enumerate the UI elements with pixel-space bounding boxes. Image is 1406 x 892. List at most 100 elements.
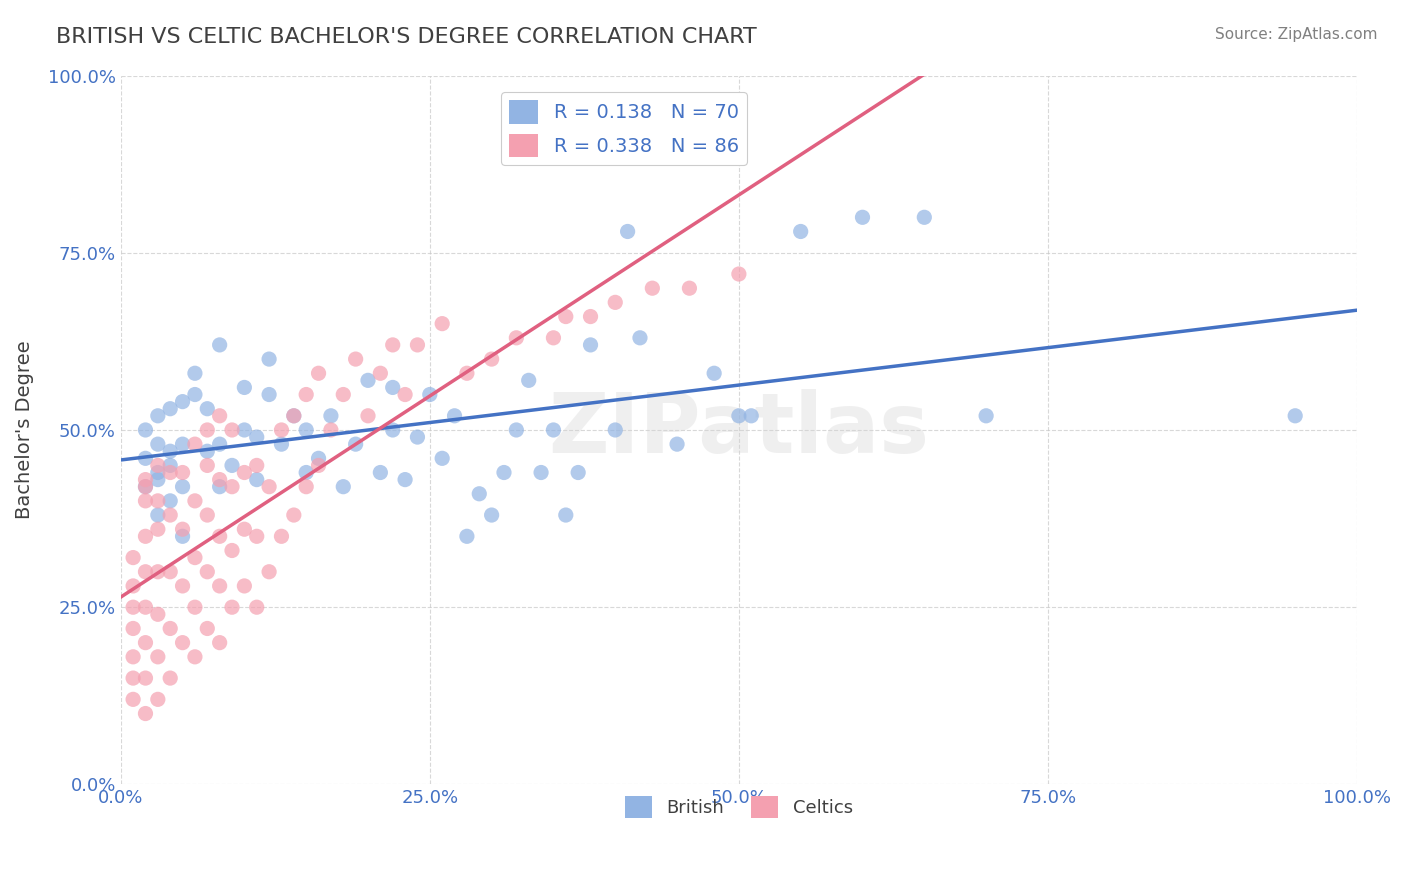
Point — [221, 480, 243, 494]
Point — [172, 635, 194, 649]
Point — [233, 380, 256, 394]
Point — [257, 387, 280, 401]
Point — [208, 338, 231, 352]
Point — [912, 211, 935, 225]
Point — [184, 600, 207, 615]
Point — [184, 437, 207, 451]
Point — [146, 437, 169, 451]
Point — [233, 579, 256, 593]
Point — [134, 565, 156, 579]
Point — [195, 458, 218, 473]
Point — [270, 529, 292, 543]
Point — [1284, 409, 1306, 423]
Point — [233, 522, 256, 536]
Point — [221, 543, 243, 558]
Point — [605, 295, 627, 310]
Point — [159, 671, 181, 685]
Point — [159, 401, 181, 416]
Point — [184, 494, 207, 508]
Point — [146, 473, 169, 487]
Point — [221, 458, 243, 473]
Point — [184, 550, 207, 565]
Point — [122, 600, 145, 615]
Point — [344, 352, 367, 367]
Point — [122, 579, 145, 593]
Point — [134, 671, 156, 685]
Point — [456, 529, 478, 543]
Point — [195, 401, 218, 416]
Point — [308, 458, 330, 473]
Point — [172, 466, 194, 480]
Point — [257, 352, 280, 367]
Point — [543, 331, 565, 345]
Point — [246, 600, 269, 615]
Point — [146, 409, 169, 423]
Point — [257, 565, 280, 579]
Point — [605, 423, 627, 437]
Point — [172, 522, 194, 536]
Point — [666, 437, 689, 451]
Point — [678, 281, 700, 295]
Point — [172, 480, 194, 494]
Point — [172, 437, 194, 451]
Point — [172, 394, 194, 409]
Y-axis label: Bachelor's Degree: Bachelor's Degree — [15, 341, 34, 519]
Point — [146, 565, 169, 579]
Point — [195, 565, 218, 579]
Point — [233, 466, 256, 480]
Point — [381, 423, 404, 437]
Point — [270, 423, 292, 437]
Point — [122, 671, 145, 685]
Point — [159, 458, 181, 473]
Point — [208, 409, 231, 423]
Point — [146, 458, 169, 473]
Point — [492, 466, 515, 480]
Point — [122, 550, 145, 565]
Point — [728, 409, 751, 423]
Point — [246, 430, 269, 444]
Point — [122, 692, 145, 706]
Point — [221, 600, 243, 615]
Point — [616, 225, 638, 239]
Point — [257, 480, 280, 494]
Point — [134, 451, 156, 466]
Point — [308, 451, 330, 466]
Point — [554, 310, 576, 324]
Point — [406, 338, 429, 352]
Point — [505, 423, 527, 437]
Point — [134, 423, 156, 437]
Point — [344, 437, 367, 451]
Point — [159, 622, 181, 636]
Point — [208, 480, 231, 494]
Text: ZIPatlas: ZIPatlas — [548, 390, 929, 470]
Point — [233, 423, 256, 437]
Point — [208, 635, 231, 649]
Point — [283, 409, 305, 423]
Point — [184, 366, 207, 380]
Point — [134, 600, 156, 615]
Point — [134, 494, 156, 508]
Point — [430, 317, 453, 331]
Point — [146, 607, 169, 622]
Point — [554, 508, 576, 522]
Point — [357, 373, 380, 387]
Point — [641, 281, 664, 295]
Point — [481, 508, 503, 522]
Point — [703, 366, 725, 380]
Point — [159, 444, 181, 458]
Point — [195, 508, 218, 522]
Point — [283, 409, 305, 423]
Point — [195, 423, 218, 437]
Point — [505, 331, 527, 345]
Point — [974, 409, 997, 423]
Point — [430, 451, 453, 466]
Point — [195, 444, 218, 458]
Point — [295, 480, 318, 494]
Point — [208, 437, 231, 451]
Point — [146, 692, 169, 706]
Point — [308, 366, 330, 380]
Point — [357, 409, 380, 423]
Point — [208, 579, 231, 593]
Point — [381, 338, 404, 352]
Point — [789, 225, 811, 239]
